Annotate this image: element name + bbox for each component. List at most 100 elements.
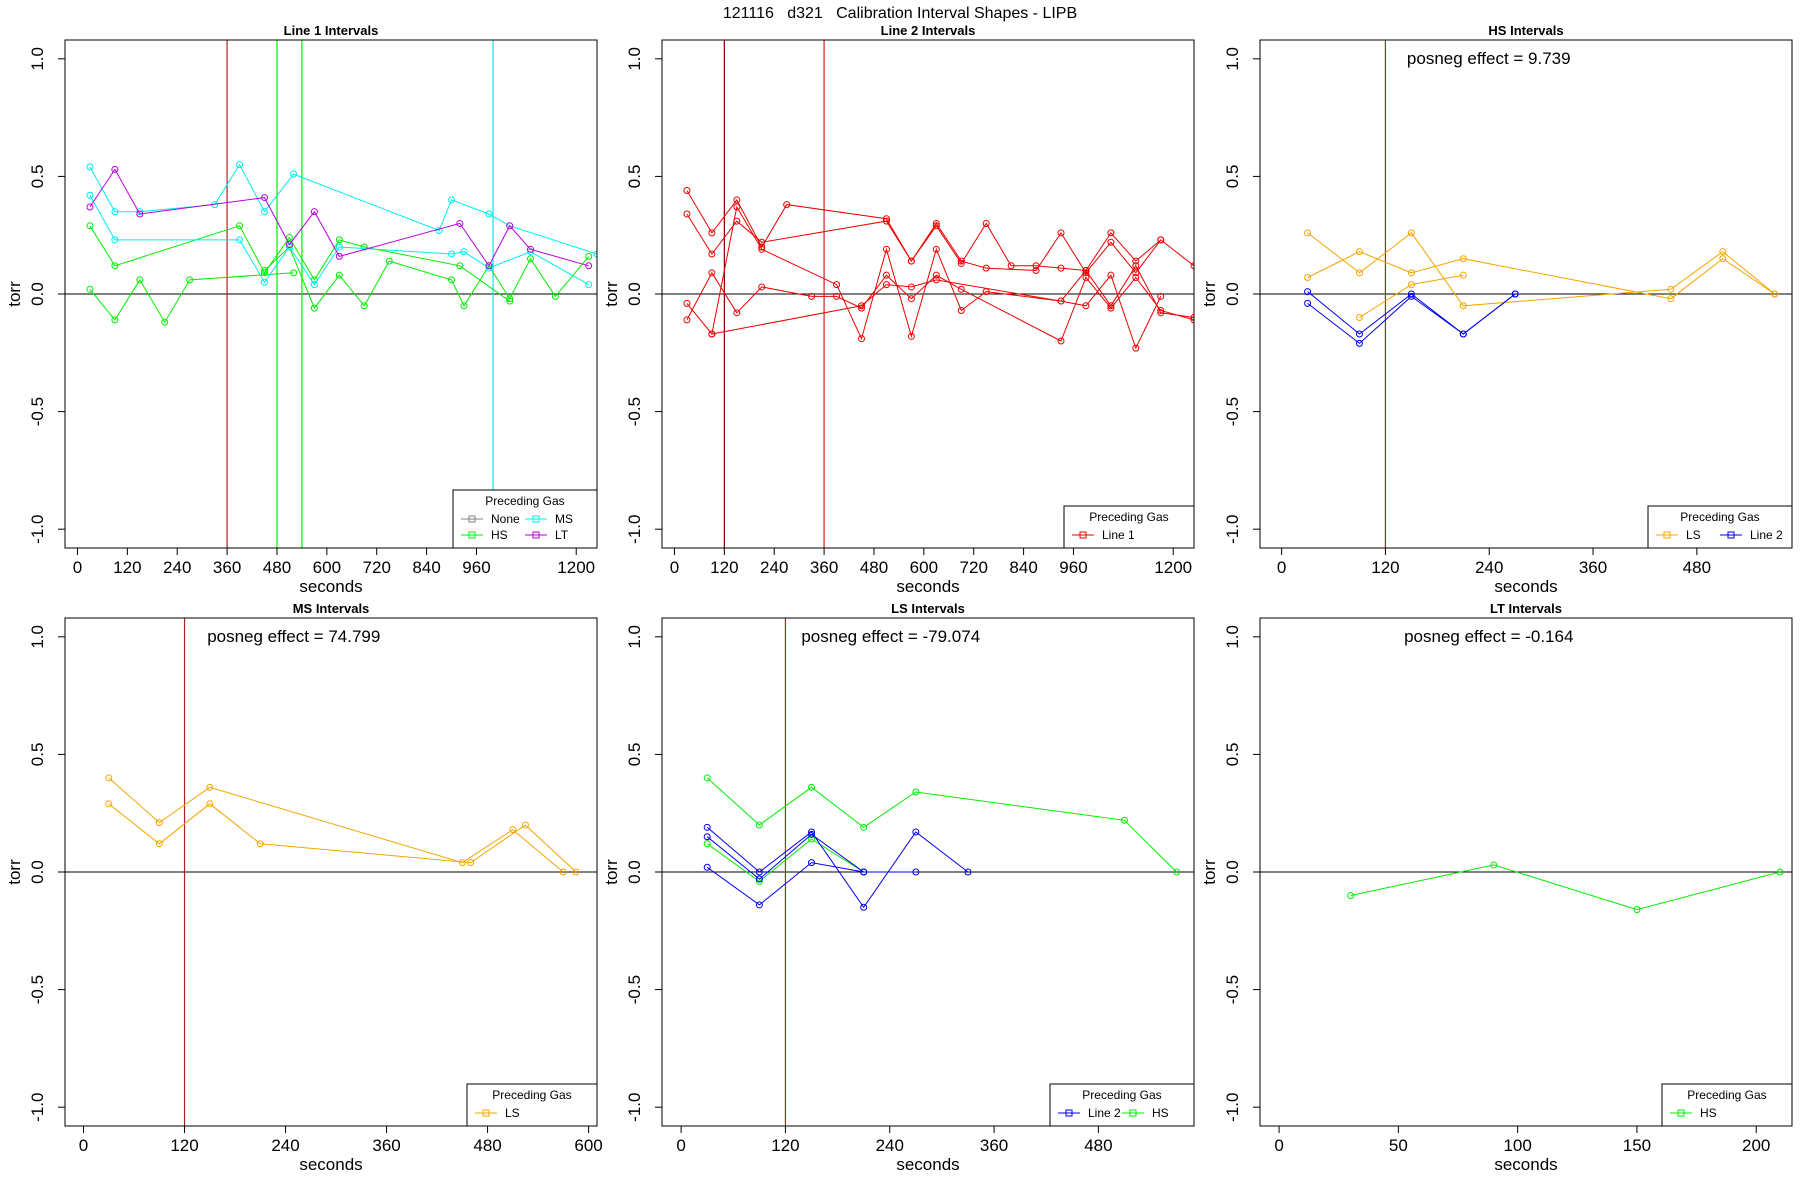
data-point [236,222,244,230]
y-axis-label: torr [5,859,24,885]
data-point [860,823,868,831]
data-point [1190,316,1194,324]
series-line [706,862,864,906]
x-tick-label: 960 [462,558,490,577]
data-point [86,163,94,171]
data-point [733,309,741,317]
y-axis-label: torr [1200,859,1219,885]
x-tick-label: 840 [1009,558,1037,577]
legend-label: Line 2 [1750,528,1783,542]
data-point [860,868,868,876]
series-line [108,777,564,873]
data-point [982,264,990,272]
x-tick-label: 100 [1503,1136,1531,1155]
data-point [1667,285,1675,293]
x-tick-label: 480 [1084,1136,1112,1155]
data-point [206,800,214,808]
data-point [758,243,766,251]
x-tick-label: 600 [574,1136,602,1155]
data-point [1667,295,1675,303]
figure-title: 121116 d321 Calibration Interval Shapes … [723,5,1077,22]
data-point [310,304,318,312]
legend: Preceding Gas LS Line 2 [1647,505,1793,549]
legend-box [1063,505,1195,549]
y-tick-label: 0.5 [1223,165,1242,189]
data-point [111,165,119,173]
legend-title: Preceding Gas [492,1088,571,1102]
data-point [1190,314,1194,322]
x-tick-label: 360 [372,1136,400,1155]
data-point [932,271,940,279]
data-point [261,266,268,274]
posneg-annotation: posneg effect = -79.074 [801,627,980,646]
data-point [1173,868,1181,876]
data-point [683,187,691,195]
data-point [572,868,580,876]
legend-label: HS [1152,1106,1169,1120]
data-point [111,208,119,216]
x-axis-label: seconds [1494,1155,1557,1174]
data-point [708,229,716,237]
posneg-annotation: posneg effect = -0.164 [1404,627,1573,646]
y-tick-label: -1.0 [1223,515,1242,544]
data-point [1190,262,1194,270]
legend: Preceding Gas None MS HS LT [452,489,598,549]
x-tick-label: 200 [1742,1136,1770,1155]
legend: Preceding Gas Line 2 HS [1049,1083,1195,1127]
data-point [521,821,529,829]
x-tick-label: 0 [73,558,82,577]
data-point [808,835,816,843]
data-point [708,330,716,338]
data-point [912,868,920,876]
x-tick-label: 0 [1274,1136,1283,1155]
data-point [1157,292,1165,300]
data-point [456,262,464,270]
x-tick-label: 1200 [1154,558,1192,577]
data-point [1032,266,1040,274]
x-axis-label: seconds [299,1155,362,1174]
data-point [1007,262,1015,270]
data-point [1057,264,1065,272]
legend-marker [468,531,476,539]
legend-marker [1677,1109,1685,1117]
data-point [1132,257,1140,265]
data-point [1355,269,1363,277]
data-point [755,877,763,885]
y-tick-label: -1.0 [28,515,47,544]
panel-title: Line 1 Intervals [284,23,379,38]
x-tick-label: 120 [710,558,738,577]
data-point [703,833,711,841]
data-point [1459,255,1467,263]
legend-label: LS [1686,528,1701,542]
series-line [89,168,589,267]
data-point [882,281,890,289]
series-group [683,187,1194,352]
data-point [86,285,94,293]
panel-1: Line 1 Intervals 0 120 240 360 480 600 720 840 96… [5,23,598,596]
data-point [527,245,534,253]
data-point [506,222,514,230]
data-point [111,236,119,244]
data-point [755,821,763,829]
series-line [1307,232,1776,307]
posneg-annotation: posneg effect = 74.799 [207,627,380,646]
data-point [912,788,920,796]
data-point [136,208,144,216]
posneg-annotation: posneg effect = 9.739 [1407,49,1571,68]
data-point [559,868,567,876]
y-tick-label: 1.0 [625,625,644,649]
y-tick-label: -1.0 [1223,1093,1242,1122]
data-point [335,236,343,244]
x-tick-label: 480 [263,558,291,577]
data-point [551,292,559,300]
data-point [755,901,763,909]
panel-title: LT Intervals [1490,601,1562,616]
legend-title: Preceding Gas [485,494,564,508]
x-tick-label: 120 [170,1136,198,1155]
x-axis-label: seconds [299,577,362,596]
data-point [957,257,965,265]
data-point [1304,229,1312,237]
data-point [1132,269,1140,277]
data-point [703,840,711,848]
series-line [89,163,597,255]
